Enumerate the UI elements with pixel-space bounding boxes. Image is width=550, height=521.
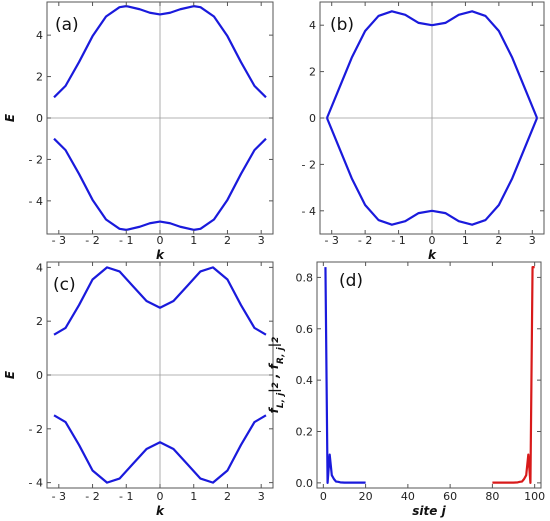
y-tick-label: 0.6 [296,323,314,336]
y-tick-label: 2 [36,71,43,84]
y-tick-label: 0.2 [296,426,314,439]
x-tick-label: - 3 [52,234,66,247]
x-tick-label: 1 [190,490,197,503]
y-axis-label-part: | [267,343,281,347]
y-tick-label: - 2 [29,423,43,436]
y-axis-label-part: | [267,388,281,392]
x-tick-label: 0 [320,490,327,503]
y-tick-label: 0.4 [296,374,314,387]
y-tick-label: - 4 [302,205,316,218]
y-axis-label: E [3,370,17,379]
x-tick-label: 3 [258,234,265,247]
x-tick-label: - 1 [119,234,133,247]
y-tick-label: 0.8 [296,271,314,284]
x-tick-label: 3 [258,490,265,503]
y-axis-label: fL, j|2 , fR, j|2 [267,337,286,414]
x-tick-label: 60 [443,490,457,503]
x-tick-label: - 1 [391,234,405,247]
x-axis-label: site j [412,504,446,518]
y-tick-label: - 4 [29,195,43,208]
y-axis-label-part: f [267,406,281,413]
x-tick-label: 1 [190,234,197,247]
series-line-d-1 [492,266,535,484]
series-line-d-0 [324,267,366,484]
x-tick-label: - 2 [85,234,99,247]
x-tick-label: 0 [157,234,164,247]
panel-label: (a) [55,15,79,35]
y-tick-label: - 2 [302,158,316,171]
x-axis-label: k [428,248,437,262]
x-tick-label: - 2 [85,490,99,503]
y-tick-label: 4 [309,19,316,32]
y-tick-label: 4 [36,29,43,42]
y-tick-label: 0 [36,112,43,125]
x-tick-label: 80 [485,490,499,503]
y-axis-label-part: L, j [276,392,286,408]
y-tick-label: 2 [309,66,316,79]
x-tick-label: - 3 [52,490,66,503]
panel-c: - 3 - 2 - 1 0 1 2 3 - 4 - 2 0 2 4 k E (c) [3,261,274,518]
series-line-a-1 [53,137,267,231]
y-axis-label-part: , f [267,362,281,382]
x-tick-label: 0 [429,234,436,247]
x-tick-label: 2 [495,234,502,247]
x-tick-label: - 2 [358,234,372,247]
y-tick-label: 0 [309,112,316,125]
y-tick-label: 0 [36,369,43,382]
x-tick-label: 40 [401,490,415,503]
x-tick-label: 2 [224,490,231,503]
plot-frame [316,261,542,489]
x-tick-label: 100 [524,490,545,503]
panel-a: - 3 - 2 - 1 0 1 2 3 - 4 - 2 0 2 4 k E (a) [3,1,274,262]
x-tick-label: - 1 [119,490,133,503]
x-axis-label: k [156,504,165,518]
y-axis-label: E [3,113,17,122]
x-tick-label: 2 [224,234,231,247]
series-line-c-0 [53,266,267,336]
panel-label: (b) [330,15,354,35]
panel-label: (c) [53,275,76,295]
x-tick-label: - 3 [324,234,338,247]
x-tick-label: 20 [359,490,373,503]
series-line-c-1 [53,414,267,484]
y-tick-label: - 2 [29,153,43,166]
x-tick-label: 1 [462,234,469,247]
y-tick-label: 0.0 [296,477,314,490]
series-line-b-1 [325,117,539,226]
x-axis-label: k [156,248,165,262]
x-tick-label: 3 [529,234,536,247]
y-axis-label-part: 2 [271,382,281,388]
y-axis-label-part: 2 [271,337,281,343]
y-axis-label-part: R, j [276,346,286,364]
panel-label: (d) [339,271,363,291]
series-line-b-0 [325,10,539,119]
panel-b: - 3 - 2 - 1 0 1 2 3 - 4 - 2 0 2 4 k (b) [302,1,545,262]
x-tick-label: 0 [157,490,164,503]
y-tick-label: 2 [36,315,43,328]
series-line-a-0 [53,5,267,99]
y-tick-label: - 4 [29,477,43,490]
y-tick-label: 4 [36,261,43,274]
